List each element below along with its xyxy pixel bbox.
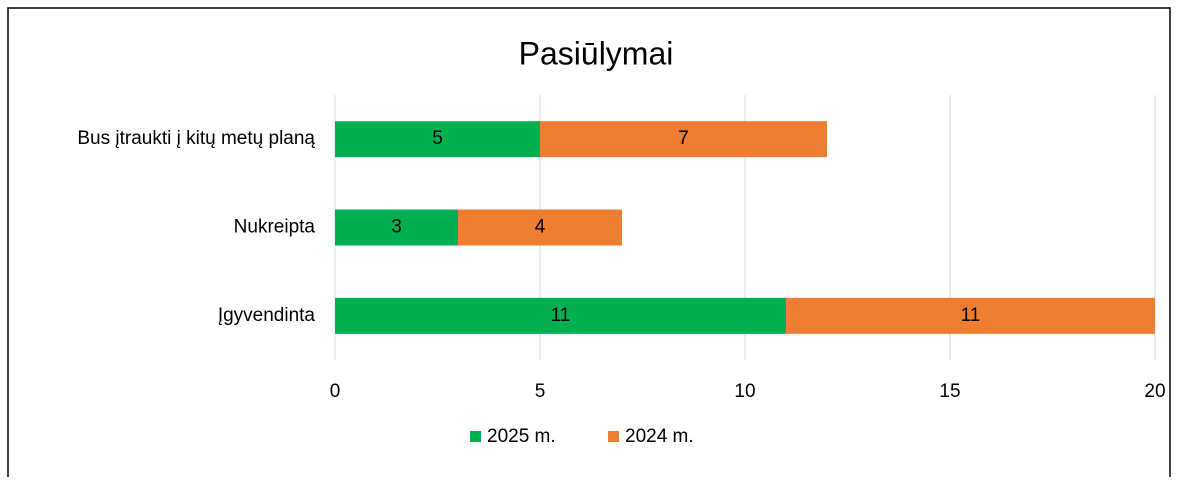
x-tick-label: 5 — [535, 381, 546, 402]
bar — [786, 297, 1155, 334]
y-tick-label: Bus įtraukti į kitų metų planą — [77, 128, 315, 149]
data-label: 11 — [551, 305, 571, 326]
chart-title: Pasiūlymai — [519, 35, 674, 71]
bar — [335, 121, 540, 158]
bar — [458, 209, 622, 246]
frame — [7, 7, 1171, 477]
data-label: 7 — [678, 128, 689, 149]
x-tick-label: 20 — [1144, 381, 1165, 402]
bar — [335, 297, 786, 334]
data-label: 5 — [432, 128, 443, 149]
bar — [540, 121, 827, 158]
legend-label: 2024 m. — [625, 426, 694, 447]
bar — [335, 209, 458, 246]
legend-swatch — [470, 431, 481, 442]
y-tick-label: Nukreipta — [234, 217, 316, 238]
data-label: 11 — [961, 305, 981, 326]
legend-swatch — [608, 431, 619, 442]
legend-label: 2025 m. — [487, 426, 556, 447]
x-tick-label: 10 — [734, 381, 755, 402]
y-tick-label: Įgyvendinta — [218, 305, 316, 326]
data-label: 3 — [391, 217, 402, 238]
x-tick-label: 0 — [330, 381, 341, 402]
x-tick-label: 15 — [939, 381, 960, 402]
data-label: 4 — [535, 217, 546, 238]
